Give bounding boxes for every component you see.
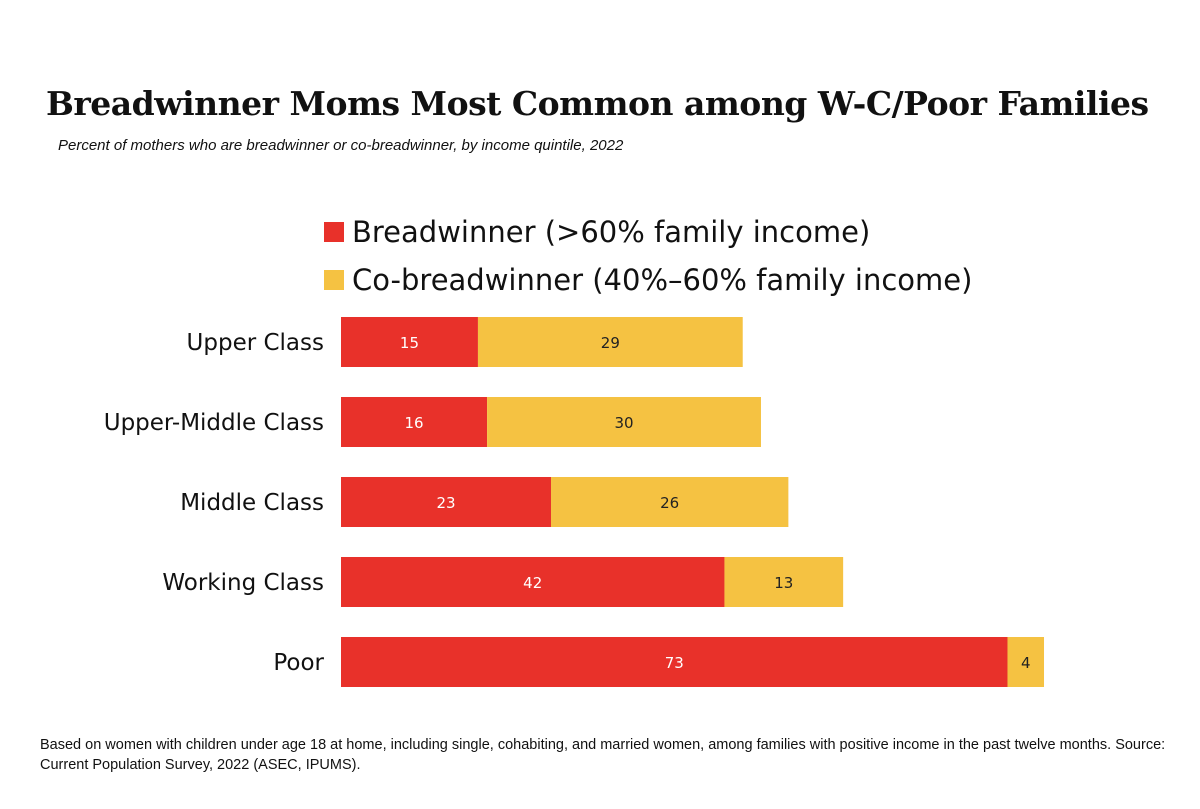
bar-group: Working Class 42 13 [162,557,844,607]
bar-group: Upper-Middle Class 16 30 [104,397,761,447]
category-label: Upper Class [187,330,324,356]
chart-subtitle: Percent of mothers who are breadwinner o… [58,137,624,154]
data-label: 15 [400,334,419,352]
bar-breadwinner [341,557,725,607]
bar-breadwinner [341,397,488,447]
data-label: 13 [774,574,793,592]
data-label: 23 [436,494,455,512]
data-label: 30 [614,414,633,432]
category-label: Middle Class [180,490,324,516]
bar-group: Middle Class 23 26 [180,477,789,527]
category-label: Upper-Middle Class [104,410,324,436]
category-label: Poor [273,650,324,676]
category-label: Working Class [162,570,324,596]
chart-title: Breadwinner Moms Most Common among W-C/P… [46,84,1149,123]
data-label: 42 [523,574,542,592]
bar-co-breadwinner [477,317,743,367]
legend-label-co-breadwinner: Co-breadwinner (40%–60% family income) [352,263,973,297]
footnote: Based on women with children under age 1… [40,737,1166,773]
bar-co-breadwinner [724,557,844,607]
bar-co-breadwinner [550,477,789,527]
bar-breadwinner [341,317,478,367]
legend-swatch-breadwinner [324,222,344,242]
bar-breadwinner [341,477,551,527]
bar-group: Poor 73 4 [273,637,1045,687]
legend-label-breadwinner: Breadwinner (>60% family income) [352,215,871,249]
legend: Breadwinner (>60% family income) Co-brea… [324,208,972,304]
bar-co-breadwinner [1007,637,1045,687]
bar-breadwinner [341,637,1008,687]
bar-co-breadwinner [487,397,761,447]
legend-item-co-breadwinner: Co-breadwinner (40%–60% family income) [324,256,972,304]
data-label: 73 [665,654,684,672]
data-label: 16 [404,414,423,432]
data-label: 4 [1021,654,1031,672]
legend-item-breadwinner: Breadwinner (>60% family income) [324,208,972,256]
bar-group: Upper Class 15 29 [187,317,743,367]
stacked-bar-chart: Upper Class 15 29 Upper-Middle Class 16 30 Mid… [104,317,1045,687]
data-label: 26 [660,494,679,512]
legend-swatch-co-breadwinner [324,270,344,290]
data-label: 29 [601,334,620,352]
